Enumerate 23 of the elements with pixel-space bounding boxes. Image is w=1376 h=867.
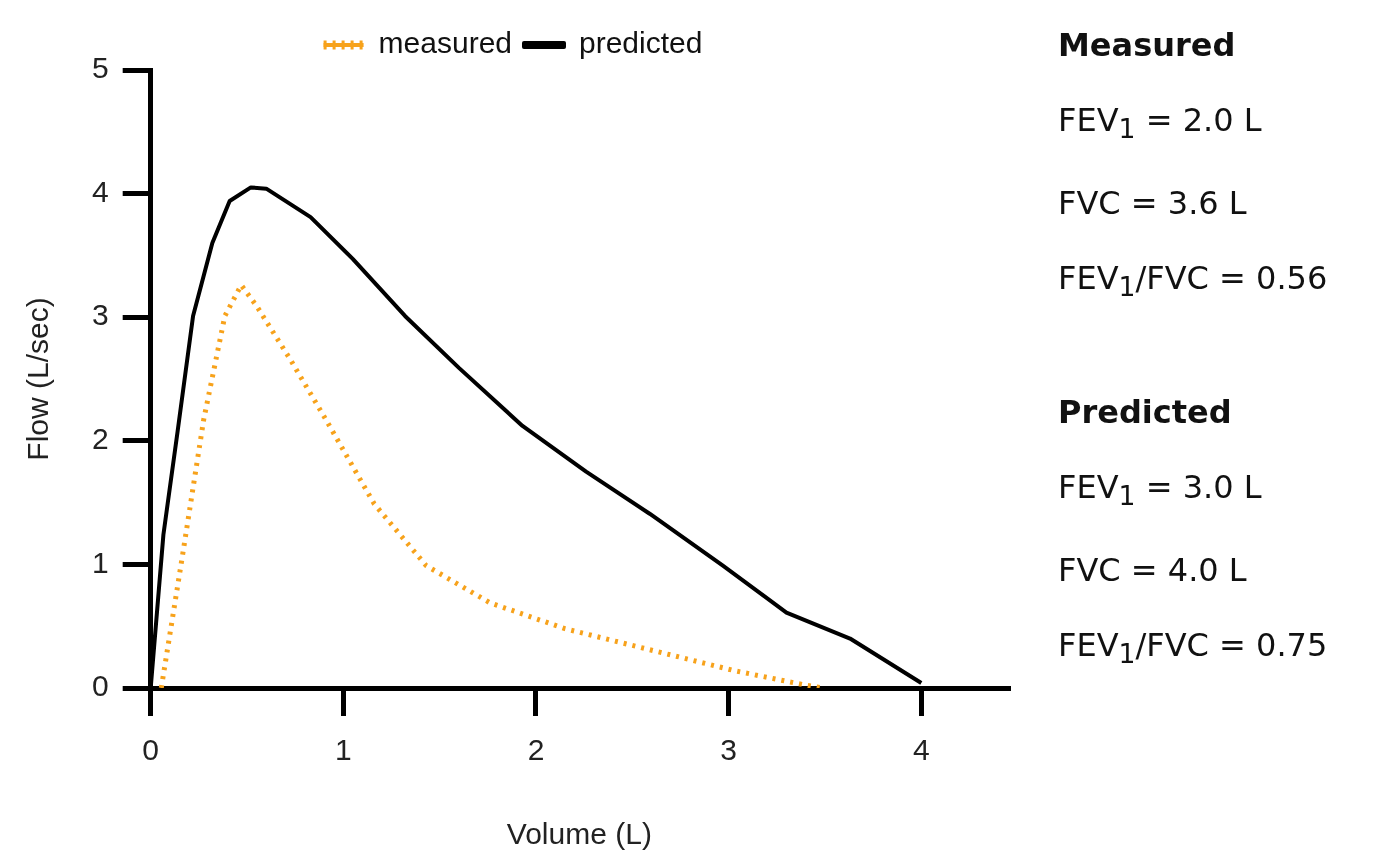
text: FVC = 4.0 L <box>1058 550 1248 592</box>
text: Predicted <box>1058 391 1233 433</box>
x-axis-title: Volume (L) <box>506 817 652 851</box>
text: FEV$_{1}$ = 2.0 L <box>1058 100 1263 147</box>
x-tick-label: 0 <box>142 733 160 767</box>
text: FEV$_{1}$/FVC = 0.56 <box>1058 258 1329 305</box>
y-axis-title: Flow (L/sec) <box>21 297 55 461</box>
legend-label: measured <box>378 26 512 60</box>
y-tick-label: 1 <box>92 545 109 579</box>
y-tick-label: 4 <box>92 174 109 208</box>
x-tick-label: 2 <box>527 733 545 767</box>
x-tick-label: 4 <box>912 733 930 767</box>
x-tick-label: 3 <box>720 733 737 767</box>
text: FVC = 3.6 L <box>1058 183 1248 225</box>
text: FEV$_{1}$ = 3.0 L <box>1058 466 1263 514</box>
y-tick-label: 3 <box>92 298 109 332</box>
y-tick-label: 2 <box>92 422 109 456</box>
text: FEV$_{1}$/FVC = 0.75 <box>1058 625 1329 672</box>
y-tick-label: 0 <box>92 669 109 703</box>
legend-label: predicted <box>579 26 703 60</box>
x-tick-label: 1 <box>335 733 352 767</box>
text: Measured <box>1058 25 1237 66</box>
y-tick-label: 5 <box>92 51 109 85</box>
